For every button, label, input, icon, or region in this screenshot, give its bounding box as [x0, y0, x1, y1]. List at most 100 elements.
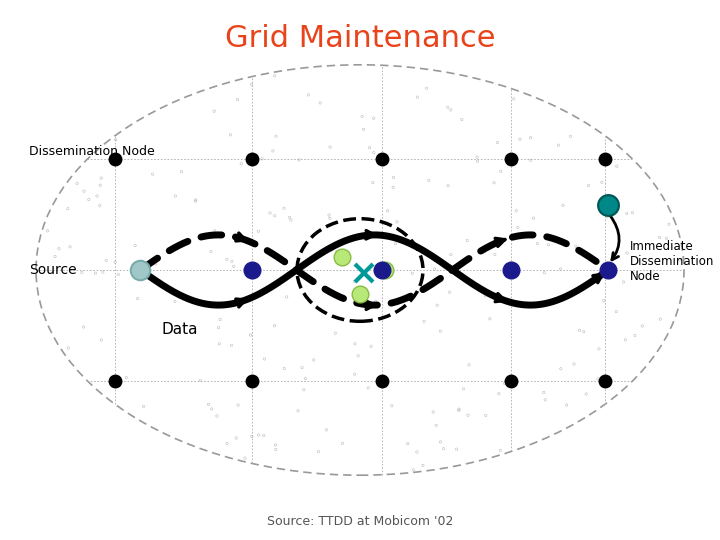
Point — [453, 406, 464, 415]
Point — [570, 242, 582, 251]
Point — [190, 195, 202, 204]
Point — [97, 268, 109, 276]
Point — [654, 233, 665, 242]
Text: Grid Maintenance: Grid Maintenance — [225, 24, 495, 53]
Point — [101, 256, 112, 265]
Point — [463, 361, 474, 369]
Point — [484, 314, 495, 323]
Point — [364, 144, 375, 152]
Point — [442, 181, 454, 190]
Point — [557, 201, 569, 210]
Point — [543, 240, 554, 249]
Point — [618, 278, 629, 286]
Point — [495, 167, 506, 176]
Point — [150, 260, 161, 268]
Point — [205, 247, 217, 256]
Point — [356, 112, 368, 121]
Point — [269, 441, 281, 449]
Point — [387, 183, 399, 192]
Point — [555, 265, 567, 273]
Point — [510, 206, 522, 215]
Text: Dissemination Node: Dissemination Node — [29, 145, 155, 158]
Point — [654, 315, 666, 323]
Point — [369, 297, 381, 306]
Point — [411, 448, 423, 456]
Point — [553, 141, 564, 150]
Point — [458, 384, 469, 393]
Point — [253, 431, 264, 440]
Point — [281, 293, 292, 301]
Point — [324, 214, 336, 222]
Point — [130, 241, 141, 250]
Point — [326, 246, 338, 255]
Point — [312, 447, 324, 456]
Point — [390, 239, 401, 248]
Point — [368, 148, 379, 157]
Point — [169, 297, 181, 306]
Point — [267, 146, 279, 155]
Point — [91, 192, 103, 200]
Point — [472, 157, 483, 166]
Point — [431, 421, 442, 430]
Point — [626, 208, 638, 217]
Point — [528, 214, 539, 222]
Point — [300, 374, 311, 383]
Point — [76, 268, 88, 276]
Point — [337, 439, 348, 448]
Point — [230, 434, 242, 442]
Point — [561, 401, 572, 409]
Point — [574, 326, 585, 335]
Point — [593, 345, 605, 353]
Point — [42, 226, 53, 235]
Point — [233, 401, 244, 409]
Point — [362, 383, 374, 392]
Point — [402, 439, 413, 448]
Point — [580, 390, 592, 399]
Point — [245, 330, 256, 339]
Text: Data: Data — [162, 322, 198, 337]
Point — [90, 269, 102, 278]
Point — [235, 159, 247, 168]
Point — [176, 167, 187, 176]
Point — [64, 242, 76, 251]
Point — [388, 173, 400, 182]
Point — [352, 352, 364, 360]
Point — [112, 153, 123, 161]
Point — [232, 95, 243, 104]
Point — [539, 268, 550, 277]
Point — [138, 402, 149, 411]
Point — [585, 279, 596, 288]
Text: Source: Source — [29, 263, 76, 277]
Point — [480, 292, 491, 300]
Point — [499, 379, 510, 388]
Point — [374, 377, 386, 386]
Point — [96, 174, 107, 183]
Point — [493, 389, 505, 398]
Point — [445, 250, 456, 259]
Point — [348, 277, 360, 286]
Point — [445, 106, 456, 114]
Point — [270, 132, 282, 140]
Point — [525, 133, 536, 142]
Point — [620, 335, 631, 344]
Point — [270, 445, 282, 454]
Point — [349, 370, 361, 379]
Point — [462, 236, 473, 245]
Point — [349, 340, 361, 348]
Point — [435, 327, 446, 335]
Point — [488, 178, 500, 187]
Point — [284, 213, 295, 222]
Point — [522, 230, 534, 238]
Point — [538, 388, 549, 397]
Point — [431, 301, 443, 309]
Point — [208, 107, 220, 116]
Point — [225, 341, 237, 350]
Point — [636, 322, 648, 330]
Point — [514, 135, 526, 144]
Point — [621, 249, 633, 258]
Point — [308, 356, 320, 364]
Point — [246, 80, 258, 89]
Point — [96, 336, 107, 345]
Point — [438, 444, 449, 453]
Point — [279, 364, 290, 373]
